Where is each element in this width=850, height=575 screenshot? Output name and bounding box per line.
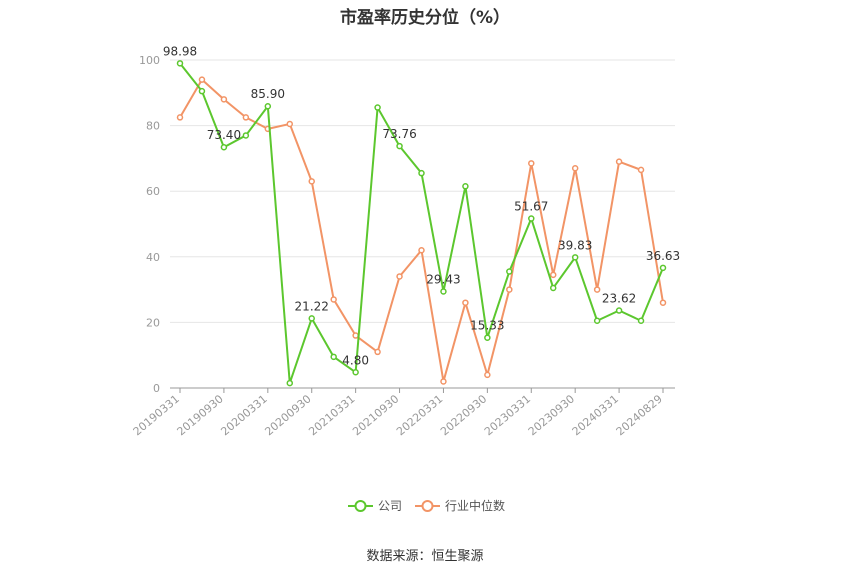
data-point: [440, 288, 447, 295]
x-tick-label: 20200331: [218, 392, 269, 438]
legend-marker-icon: [354, 500, 367, 512]
data-point: [615, 158, 623, 165]
data-point: [528, 215, 535, 222]
data-point: [418, 246, 425, 254]
data-point: [484, 371, 491, 379]
data-point: [352, 369, 359, 376]
x-tick-label: 20230930: [526, 392, 577, 438]
data-label: 21.22: [295, 299, 329, 313]
data-point: [308, 315, 315, 322]
data-point: [374, 348, 381, 356]
data-label: 73.76: [382, 127, 416, 141]
data-point: [198, 76, 206, 83]
data-point: [286, 120, 294, 128]
axis-layer: 0 20 40 60 80 100 2019033120190930202003312020…: [131, 54, 675, 438]
data-point: [637, 317, 645, 325]
data-point: [396, 273, 403, 280]
legend-item-company[interactable]: 公司: [348, 499, 402, 513]
data-point: [330, 353, 337, 361]
chart-title: 市盈率历史分位（%）: [339, 8, 511, 28]
data-point: [330, 296, 337, 303]
y-tick-label: 0: [153, 382, 160, 395]
data-point: [176, 114, 184, 121]
data-point: [286, 379, 294, 387]
data-point: [659, 299, 667, 306]
data-point: [418, 169, 425, 177]
y-tick-label: 20: [146, 316, 160, 329]
data-point: [571, 164, 579, 172]
data-point: [659, 264, 667, 272]
data-label: 36.63: [646, 249, 680, 263]
data-point: [549, 271, 557, 279]
data-point: [571, 254, 579, 261]
data-point: [528, 160, 535, 167]
data-point: [176, 60, 184, 67]
x-tick-label: 20210930: [350, 392, 401, 438]
data-label: 51.67: [514, 200, 548, 214]
data-point: [593, 286, 601, 293]
legend-label: 行业中位数: [445, 498, 505, 513]
x-tick-label: 20240829: [614, 392, 665, 438]
y-tick-label: 80: [146, 120, 160, 133]
legend[interactable]: 公司 行业中位数: [348, 498, 505, 513]
legend-item-industry-median[interactable]: 行业中位数: [415, 498, 505, 513]
data-point: [396, 142, 403, 150]
data-point: [264, 102, 272, 110]
x-tick-label: 20220331: [394, 392, 445, 438]
data-label: 23.62: [602, 292, 636, 306]
data-point: [308, 178, 315, 185]
x-tick-label: 20240331: [570, 392, 621, 438]
x-tick-label: 20200930: [262, 392, 313, 438]
data-point: [484, 334, 491, 341]
x-tick-label: 20210331: [306, 392, 357, 438]
data-label: 15.33: [470, 319, 504, 333]
data-point: [506, 286, 513, 293]
x-tick-label: 20190331: [131, 392, 182, 438]
series-line-company: [179, 62, 664, 385]
data-label: 4.80: [342, 353, 369, 367]
data-point: [637, 166, 645, 174]
data-label: 98.98: [163, 44, 197, 58]
y-tick-label: 60: [146, 185, 160, 198]
data-point: [440, 378, 447, 385]
legend-label: 公司: [378, 499, 402, 513]
y-tick-label: 100: [139, 54, 160, 67]
legend-marker-icon: [421, 500, 434, 512]
data-point: [352, 332, 359, 339]
data-label: 73.40: [207, 128, 241, 142]
data-point: [593, 317, 601, 325]
data-label-layer: 98.98 73.40 85.90 21.22 4.80 73.76 29.43 15.33 5…: [163, 44, 680, 367]
series-layer: [176, 60, 667, 387]
data-point: [615, 307, 623, 314]
data-point: [506, 268, 513, 275]
source-note: 数据来源：恒生聚源: [366, 549, 484, 564]
data-point: [549, 284, 557, 292]
data-point: [220, 143, 228, 151]
data-label: 85.90: [251, 87, 285, 101]
y-tick-label: 40: [146, 251, 160, 264]
series-line-industry-median: [179, 78, 664, 383]
data-point: [198, 87, 206, 95]
data-label: 29.43: [426, 272, 460, 286]
x-tick-label: 20190930: [175, 392, 226, 438]
data-label: 39.83: [558, 238, 592, 252]
x-tick-label: 20230331: [482, 392, 533, 438]
data-point: [220, 96, 228, 103]
x-tick-label: 20220930: [438, 392, 489, 438]
data-point: [462, 299, 469, 306]
data-point: [374, 104, 381, 111]
data-point: [462, 183, 469, 190]
data-point: [242, 114, 250, 121]
data-point: [242, 132, 250, 139]
